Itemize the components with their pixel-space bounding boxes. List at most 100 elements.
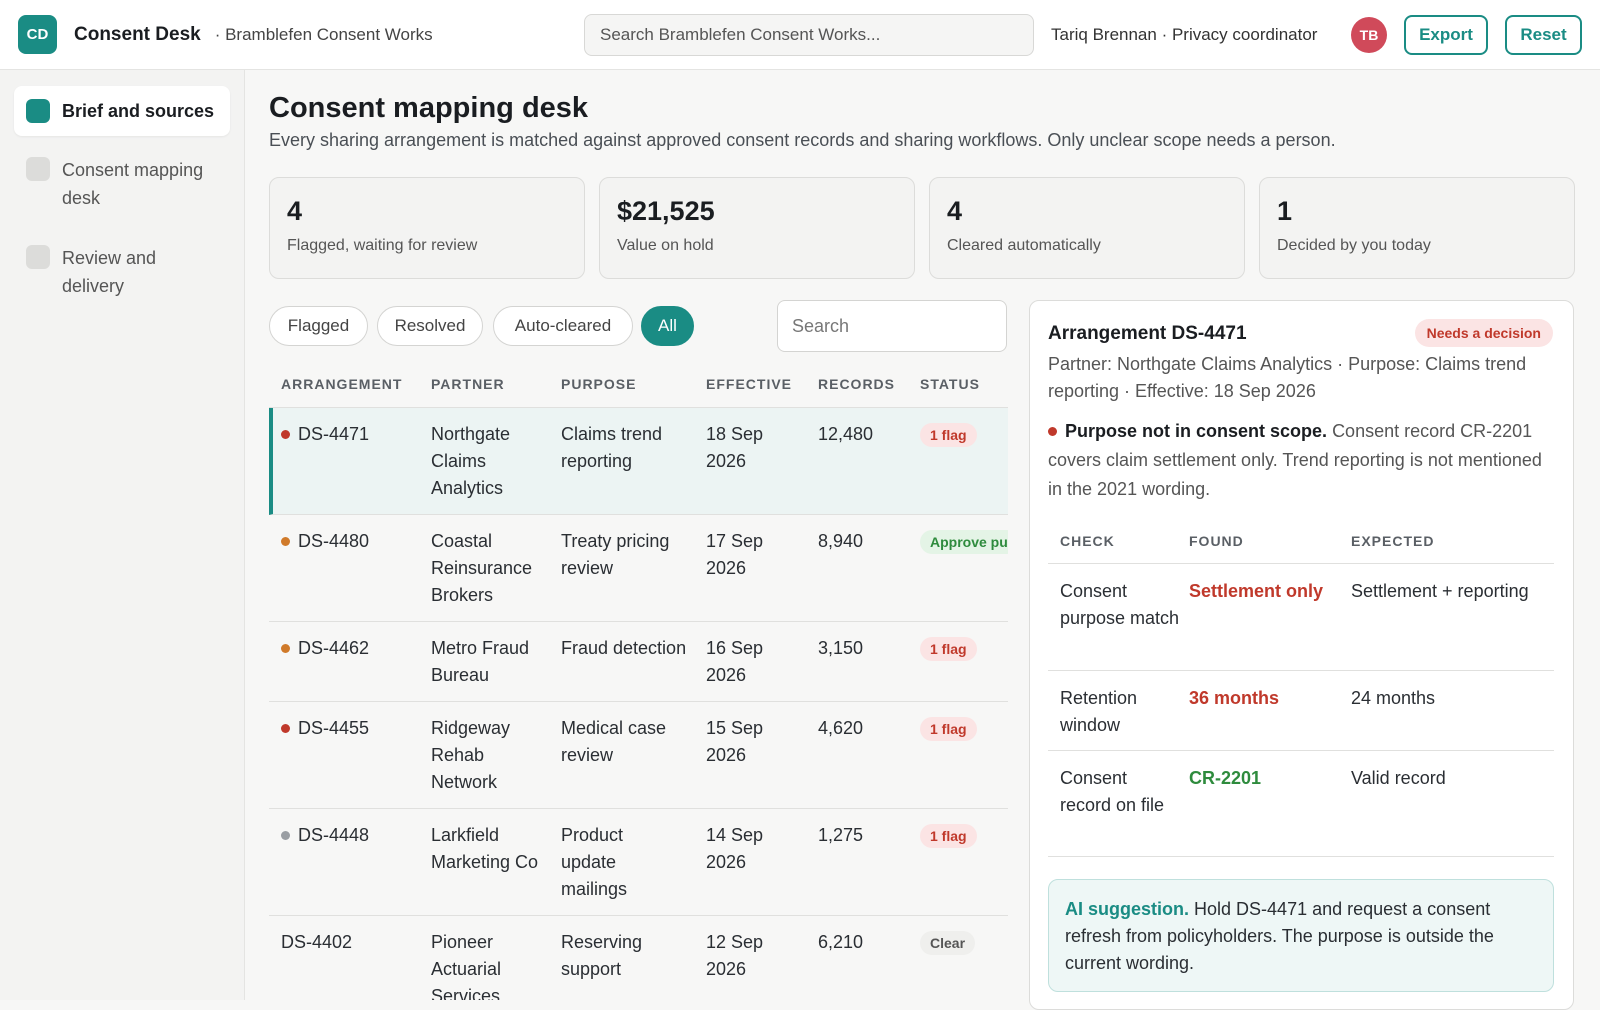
arrangement-cell: DS-4462 — [281, 635, 421, 662]
issue-dot — [1048, 426, 1057, 436]
status-badge: 1 flag — [920, 824, 977, 848]
check-name: Consent purpose match — [1060, 581, 1180, 628]
sidebar-item-brief[interactable]: Brief and sources — [14, 86, 230, 136]
status-dot — [281, 429, 290, 439]
purpose-cell: Reserving support — [561, 932, 643, 979]
check-expected: Valid record — [1351, 768, 1446, 788]
arrangement-id: DS-4402 — [281, 932, 353, 952]
column-header[interactable]: PURPOSE — [561, 376, 637, 392]
filter-resolved[interactable]: Resolved — [377, 306, 483, 346]
arrangement-cell: DS-4471 — [281, 421, 421, 448]
reset-button[interactable]: Reset — [1505, 15, 1582, 55]
effective-cell: 14 Sep 2026 — [706, 825, 764, 872]
step-icon — [26, 245, 50, 269]
user-name: Tariq Brennan · Privacy coordinator — [1051, 25, 1318, 44]
records-cell: 4,620 — [818, 718, 864, 738]
avatar[interactable]: TB — [1351, 17, 1387, 53]
check-name: Retention window — [1060, 688, 1138, 735]
arrangement-id: DS-4455 — [298, 718, 370, 738]
column-header: FOUND — [1189, 533, 1244, 549]
status-badge: 1 flag — [920, 717, 977, 741]
table-header: ARRANGEMENT PARTNER PURPOSE EFFECTIVE RE… — [269, 360, 1008, 408]
app-title: Consent Desk — [74, 23, 201, 45]
page-subtitle: Every sharing arrangement is matched aga… — [269, 130, 1336, 150]
decision-badge: Needs a decision — [1414, 319, 1553, 347]
sidebar-item-consent-mapping[interactable]: Consent mapping desk — [14, 144, 230, 224]
page-title: Consent mapping desk — [269, 92, 589, 124]
column-header: CHECK — [1060, 533, 1115, 549]
arrangement-cell: DS-4455 — [281, 715, 421, 742]
stat-value: $21,525 — [617, 196, 715, 226]
stat-label: Cleared automatically — [947, 237, 1101, 254]
arrangement-cell: DS-4480 — [281, 528, 421, 555]
global-search-input[interactable]: Search Bramblefen Consent Works... — [584, 14, 1034, 56]
step-icon — [26, 99, 50, 123]
effective-cell: 15 Sep 2026 — [706, 718, 764, 765]
stat-value: 4 — [287, 196, 303, 226]
arrangement-id: DS-4448 — [298, 825, 370, 845]
filter-all[interactable]: All — [641, 306, 694, 346]
partner-cell: Metro Fraud Bureau — [431, 638, 530, 685]
main-content: Consent mapping desk Every sharing arran… — [245, 70, 1600, 1010]
stat-label: Decided by you today — [1277, 237, 1431, 254]
purpose-cell: Medical case review — [561, 718, 667, 765]
partner-cell: Ridgeway Rehab Network — [431, 718, 511, 792]
status-badge: 1 flag — [920, 423, 977, 447]
stat-label: Value on hold — [617, 237, 714, 254]
stat-label: Flagged, waiting for review — [287, 237, 478, 254]
column-header[interactable]: PARTNER — [431, 376, 505, 392]
table-search-input[interactable]: Search — [777, 300, 1007, 352]
records-cell: 12,480 — [818, 424, 874, 444]
stat-value: 4 — [947, 196, 963, 226]
status-dot — [281, 830, 290, 840]
ai-suggestion-heading: AI suggestion. — [1065, 899, 1190, 919]
status-badge: Clear — [920, 931, 976, 955]
column-header[interactable]: EFFECTIVE — [706, 376, 793, 392]
top-bar: CD Consent Desk · Bramblefen Consent Wor… — [0, 0, 1600, 70]
table-row[interactable]: DS-4402 Pioneer Actuarial Services Reser… — [269, 916, 1008, 1000]
partner-cell: Coastal Reinsurance Brokers — [431, 531, 533, 605]
sidebar-item-review[interactable]: Review and delivery — [14, 232, 230, 312]
stat-card-cleared: 4 Cleared automatically — [929, 177, 1245, 279]
partner-cell: Larkfield Marketing Co — [431, 825, 539, 872]
check-row: Retention window 36 months 24 months — [1048, 670, 1554, 750]
status-badge: Approve pu — [920, 530, 1008, 554]
records-cell: 8,940 — [818, 531, 864, 551]
status-badge: 1 flag — [920, 637, 977, 661]
arrangement-id: DS-4471 — [298, 424, 370, 444]
purpose-cell: Treaty pricing review — [561, 531, 670, 578]
table-row[interactable]: DS-4462 Metro Fraud Bureau Fraud detecti… — [269, 622, 1008, 702]
arrangement-cell: DS-4448 — [281, 822, 421, 849]
filter-auto-cleared[interactable]: Auto-cleared — [493, 306, 633, 346]
column-header[interactable]: RECORDS — [818, 376, 896, 392]
column-header[interactable]: ARRANGEMENT — [281, 376, 403, 392]
issue-summary: Purpose not in consent scope. Consent re… — [1048, 417, 1548, 504]
table-row[interactable]: DS-4455 Ridgeway Rehab Network Medical c… — [269, 702, 1008, 809]
partner-cell: Northgate Claims Analytics — [431, 424, 511, 498]
arrangement-id: DS-4462 — [298, 638, 370, 658]
status-dot — [281, 723, 290, 733]
export-button[interactable]: Export — [1404, 15, 1488, 55]
table-row[interactable]: DS-4448 Larkfield Marketing Co Product u… — [269, 809, 1008, 916]
column-header[interactable]: STATUS — [920, 376, 980, 392]
issue-heading: Purpose not in consent scope. — [1065, 421, 1328, 441]
records-cell: 1,275 — [818, 825, 864, 845]
table-row[interactable]: DS-4480 Coastal Reinsurance Brokers Trea… — [269, 515, 1008, 622]
issue-body: Consent record CR-2201 covers claim sett… — [1048, 421, 1542, 499]
records-cell: 6,210 — [818, 932, 864, 952]
step-icon — [26, 157, 50, 181]
effective-cell: 17 Sep 2026 — [706, 531, 764, 578]
check-row: Consent record on file CR-2201 Valid rec… — [1048, 750, 1554, 857]
effective-cell: 16 Sep 2026 — [706, 638, 764, 685]
check-expected: Settlement + reporting — [1351, 581, 1529, 601]
ai-suggestion: AI suggestion. Hold DS-4471 and request … — [1048, 879, 1554, 992]
ai-suggestion-body: Hold DS-4471 and request a consent refre… — [1065, 899, 1494, 973]
app-logo: CD — [18, 15, 57, 54]
column-header: EXPECTED — [1351, 533, 1435, 549]
purpose-cell: Fraud detection — [561, 638, 687, 658]
check-found: 36 months — [1189, 688, 1280, 708]
arrangement-id: DS-4480 — [298, 531, 370, 551]
filter-flagged[interactable]: Flagged — [269, 306, 368, 346]
effective-cell: 12 Sep 2026 — [706, 932, 764, 979]
table-row[interactable]: DS-4471 Northgate Claims Analytics Claim… — [269, 408, 1008, 515]
